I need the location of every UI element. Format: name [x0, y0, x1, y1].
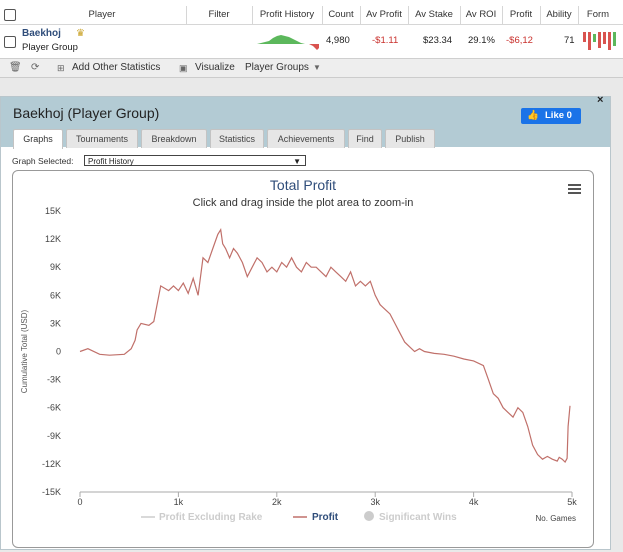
col-profit-history-header[interactable]: Profit History [252, 6, 323, 24]
tab-breakdown[interactable]: Breakdown [141, 129, 207, 148]
menu-icon-bar [568, 184, 581, 186]
profit-history-sparkline [257, 35, 319, 50]
col-profit-header[interactable]: Profit [502, 6, 541, 24]
av-profit-value: -$1.11 [372, 35, 399, 46]
row-checkbox[interactable] [4, 36, 16, 48]
col-av-stake-header[interactable]: Av Stake [408, 6, 461, 24]
visualize-button[interactable]: Visualize [195, 62, 235, 73]
av-roi-value: 29.1% [468, 35, 495, 46]
visualize-icon: ▣ [179, 63, 188, 73]
y-tick-label: 9K [50, 262, 61, 272]
col-form-header[interactable]: Form [586, 9, 610, 20]
trash-icon[interactable]: 🗑 [9, 62, 22, 73]
y-axis-label: Cumulative Total (USD) [20, 309, 29, 393]
col-av-profit-header[interactable]: Av Profit [360, 6, 409, 24]
y-tick-label: -3K [47, 375, 61, 385]
legend-item-profit: Profit [312, 512, 339, 523]
tab-graphs[interactable]: Graphs [13, 129, 63, 149]
col-filter-header[interactable]: Filter [186, 6, 253, 24]
x-tick-label: 2k [272, 497, 282, 507]
chart-subtitle: Click and drag inside the plot area to z… [193, 197, 414, 209]
x-tick-label: 4k [469, 497, 479, 507]
menu-icon[interactable] [568, 184, 581, 194]
tab-tournaments[interactable]: Tournaments [66, 129, 138, 148]
profit-chart[interactable]: Total Profit Click and drag inside the pl… [13, 171, 593, 547]
close-icon[interactable]: × [597, 94, 604, 106]
count-value: 4,980 [326, 35, 350, 46]
y-tick-label: 6K [50, 290, 61, 300]
y-tick-label: 3K [50, 318, 61, 328]
trophy-icon: ♛ [76, 28, 85, 39]
player-type: Player Group [22, 42, 78, 53]
tab-find[interactable]: Find [348, 129, 382, 148]
col-av-roi-header[interactable]: Av ROI [460, 6, 503, 24]
refresh-icon[interactable]: ⟳ [31, 62, 40, 73]
tab-publish[interactable]: Publish [385, 129, 435, 148]
select-all-checkbox[interactable] [4, 9, 16, 21]
x-axis-label: No. Games [536, 514, 576, 523]
add-other-statistics-button[interactable]: Add Other Statistics [72, 62, 161, 73]
graph-selected-label: Graph Selected: [12, 156, 74, 166]
col-player-header[interactable]: Player [18, 6, 187, 24]
profit-series-line [79, 227, 571, 463]
chevron-down-icon[interactable]: ▼ [313, 63, 321, 72]
menu-icon-bar [568, 188, 581, 190]
panel-title: Baekhoj (Player Group) [13, 105, 160, 121]
grid-toolbar: 🗑 ⟳ ⊞ Add Other Statistics ▣ Visualize P… [0, 59, 623, 78]
y-tick-label: -15K [42, 487, 61, 497]
y-tick-label: 12K [45, 234, 61, 244]
av-stake-value: $23.34 [423, 35, 453, 46]
legend-marker-significant-wins [364, 511, 374, 521]
chevron-down-icon: ▼ [293, 157, 301, 166]
legend-item-profit-excluding-rake: Profit Excluding Rake [159, 512, 263, 523]
y-tick-label: -12K [42, 459, 61, 469]
y-tick-label: 15K [45, 206, 61, 216]
x-tick-label: 0 [77, 497, 82, 507]
y-tick-label: -9K [47, 431, 61, 441]
like-label: Like 0 [545, 110, 572, 121]
ability-value: 71 [564, 35, 575, 46]
player-panel: Baekhoj (Player Group) 👍 Like 0 × Graphs… [0, 94, 611, 550]
y-tick-label: -6K [47, 403, 61, 413]
thumbs-up-icon: 👍 [527, 110, 539, 121]
chart-container[interactable]: Total Profit Click and drag inside the pl… [12, 170, 594, 548]
tab-achievements[interactable]: Achievements [267, 129, 345, 148]
legend-item-significant-wins: Significant Wins [379, 512, 457, 523]
menu-icon-bar [568, 192, 581, 194]
panel-header: Baekhoj (Player Group) 👍 Like 0 × Graphs… [1, 94, 610, 149]
player-groups-button[interactable]: Player Groups [245, 62, 309, 73]
graph-select[interactable]: Profit History ▼ [84, 155, 306, 166]
x-tick-label: 5k [567, 497, 577, 507]
grid-header-row [0, 6, 623, 25]
player-name-link[interactable]: Baekhoj [22, 28, 61, 39]
profit-value: -$6,12 [506, 35, 533, 46]
chart-title: Total Profit [270, 177, 336, 193]
col-ability-header[interactable]: Ability [540, 6, 579, 24]
x-tick-label: 3k [370, 497, 380, 507]
facebook-like-button[interactable]: 👍 Like 0 [521, 108, 581, 124]
tab-statistics[interactable]: Statistics [210, 129, 264, 148]
player-grid: Player Filter Profit History Count Av Pr… [0, 0, 623, 59]
form-bars [583, 32, 616, 50]
add-stats-icon: ⊞ [57, 63, 65, 73]
col-count-header[interactable]: Count [322, 6, 361, 24]
x-tick-label: 1k [174, 497, 184, 507]
graph-select-value: Profit History [88, 157, 134, 166]
y-tick-label: 0 [56, 347, 61, 357]
